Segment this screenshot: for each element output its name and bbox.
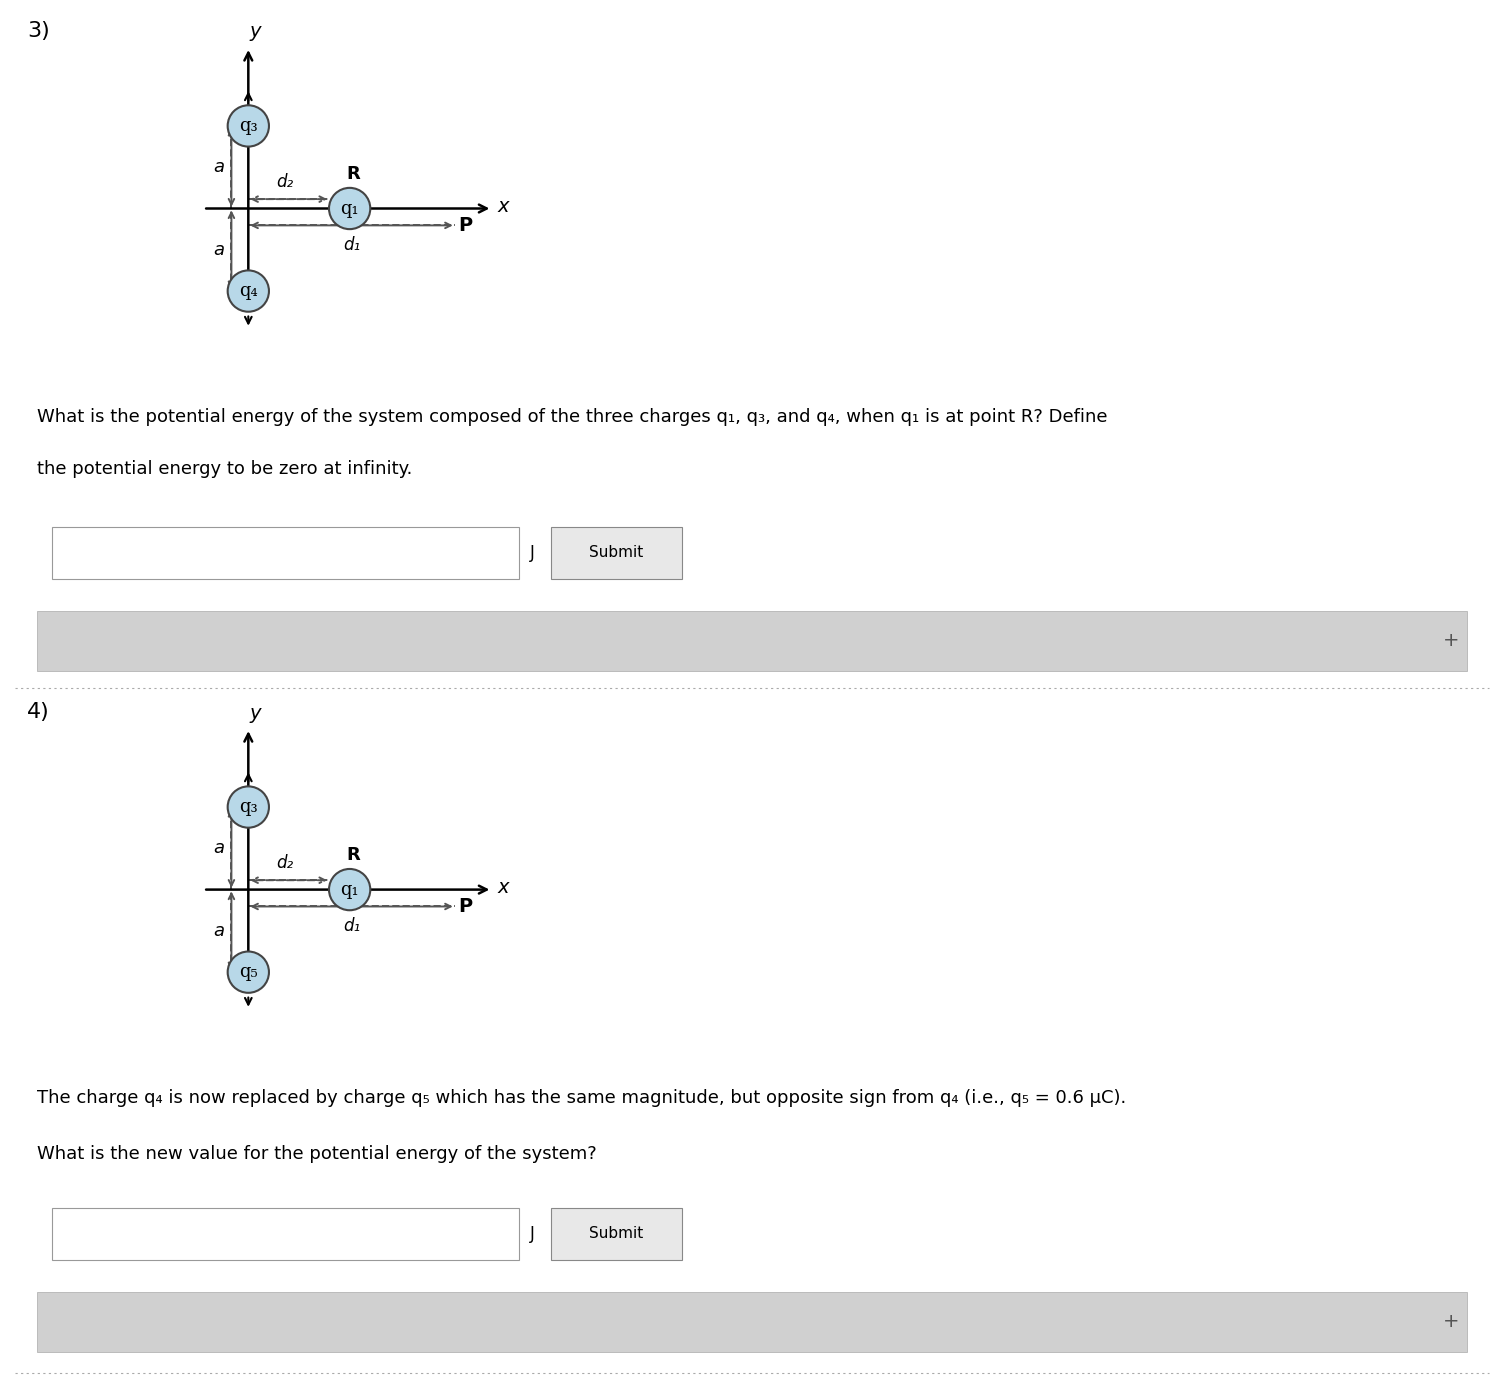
Circle shape: [227, 787, 269, 827]
Circle shape: [227, 952, 269, 992]
Text: d₂: d₂: [277, 172, 293, 190]
Text: y: y: [250, 703, 260, 723]
Text: J: J: [531, 543, 535, 562]
Text: a: a: [212, 840, 224, 858]
Text: P: P: [459, 215, 472, 235]
FancyBboxPatch shape: [38, 1291, 1466, 1352]
Text: d₁: d₁: [343, 917, 359, 935]
Text: a: a: [212, 158, 224, 177]
Text: the potential energy to be zero at infinity.: the potential energy to be zero at infin…: [38, 460, 412, 478]
Text: x: x: [498, 878, 510, 897]
Text: a: a: [212, 240, 224, 259]
Text: q₄: q₄: [239, 282, 257, 300]
Text: d₂: d₂: [277, 853, 293, 872]
Text: +: +: [1442, 1312, 1459, 1332]
Text: y: y: [250, 22, 260, 42]
Text: Submit: Submit: [590, 545, 644, 560]
Text: x: x: [498, 197, 510, 215]
Text: +: +: [1442, 631, 1459, 651]
Text: What is the potential energy of the system composed of the three charges q₁, q₃,: What is the potential energy of the syst…: [38, 409, 1108, 427]
FancyBboxPatch shape: [51, 527, 519, 580]
Text: J: J: [531, 1225, 535, 1243]
Text: R: R: [346, 847, 359, 865]
Text: d₁: d₁: [343, 236, 359, 254]
Text: q₃: q₃: [239, 798, 257, 816]
Text: q₅: q₅: [239, 963, 257, 981]
Text: The charge q₄ is now replaced by charge q₅ which has the same magnitude, but opp: The charge q₄ is now replaced by charge …: [38, 1090, 1126, 1108]
Text: R: R: [346, 165, 359, 183]
FancyBboxPatch shape: [550, 527, 681, 580]
FancyBboxPatch shape: [51, 1208, 519, 1261]
Text: 4): 4): [27, 702, 50, 721]
Text: q₁: q₁: [340, 881, 359, 898]
Circle shape: [227, 271, 269, 311]
Text: What is the new value for the potential energy of the system?: What is the new value for the potential …: [38, 1145, 597, 1162]
Circle shape: [227, 106, 269, 146]
Text: a: a: [212, 922, 224, 940]
Text: P: P: [459, 897, 472, 916]
FancyBboxPatch shape: [38, 610, 1466, 671]
Circle shape: [329, 869, 370, 910]
Text: q₃: q₃: [239, 117, 257, 135]
Text: 3): 3): [27, 21, 50, 40]
FancyBboxPatch shape: [550, 1208, 681, 1261]
Text: Submit: Submit: [590, 1226, 644, 1241]
Circle shape: [329, 188, 370, 229]
Text: q₁: q₁: [340, 200, 359, 217]
